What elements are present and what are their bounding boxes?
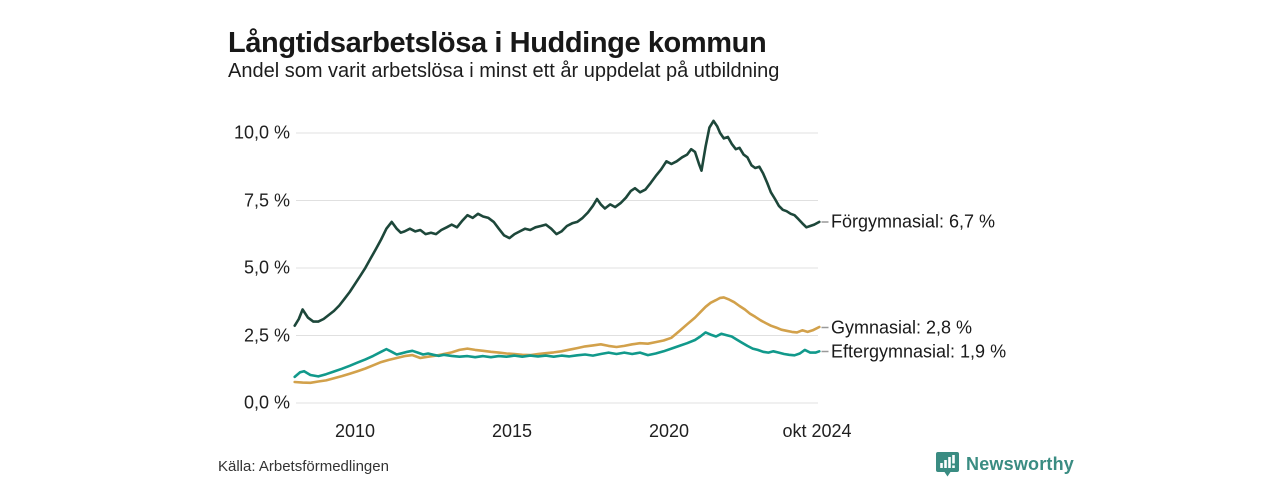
line-eftergymnasial [293, 331, 821, 379]
source-note: Källa: Arbetsförmedlingen [218, 458, 389, 475]
series-label-forgymnasial: Förgymnasial: 6,7 % [831, 211, 996, 232]
gridlines [296, 132, 818, 404]
series-label-eftergymnasial: Eftergymnasial: 1,9 % [831, 341, 1007, 362]
x-tick-2020: 2020 [648, 421, 690, 441]
page-title: Långtidsarbetslösa i Huddinge kommun [228, 27, 767, 60]
label-connectors [821, 221, 829, 353]
y-tick-5-0: 5,0 % [243, 257, 290, 278]
x-tick-okt-2024: okt 2024 [782, 421, 852, 441]
y-tick-0-0: 0,0 % [243, 392, 290, 413]
x-tick-2015: 2015 [491, 421, 533, 441]
y-tick-2-5: 2,5 % [243, 325, 290, 345]
line-forgymnasial [293, 119, 821, 327]
brand-name: Newsworthy [966, 454, 1075, 474]
newsworthy-brand: Newsworthy [936, 452, 1074, 477]
line-gymnasial [293, 296, 821, 385]
page-subtitle: Andel som varit arbetslösa i minst ett å… [228, 60, 780, 82]
y-tick-10-0: 10,0 % [233, 122, 290, 143]
series-label-gymnasial: Gymnasial: 2,8 % [831, 317, 973, 337]
y-tick-7-5: 7,5 % [243, 190, 290, 210]
x-tick-2010: 2010 [334, 421, 376, 441]
newsworthy-logo-icon [936, 452, 959, 477]
logo-bars [940, 455, 955, 468]
